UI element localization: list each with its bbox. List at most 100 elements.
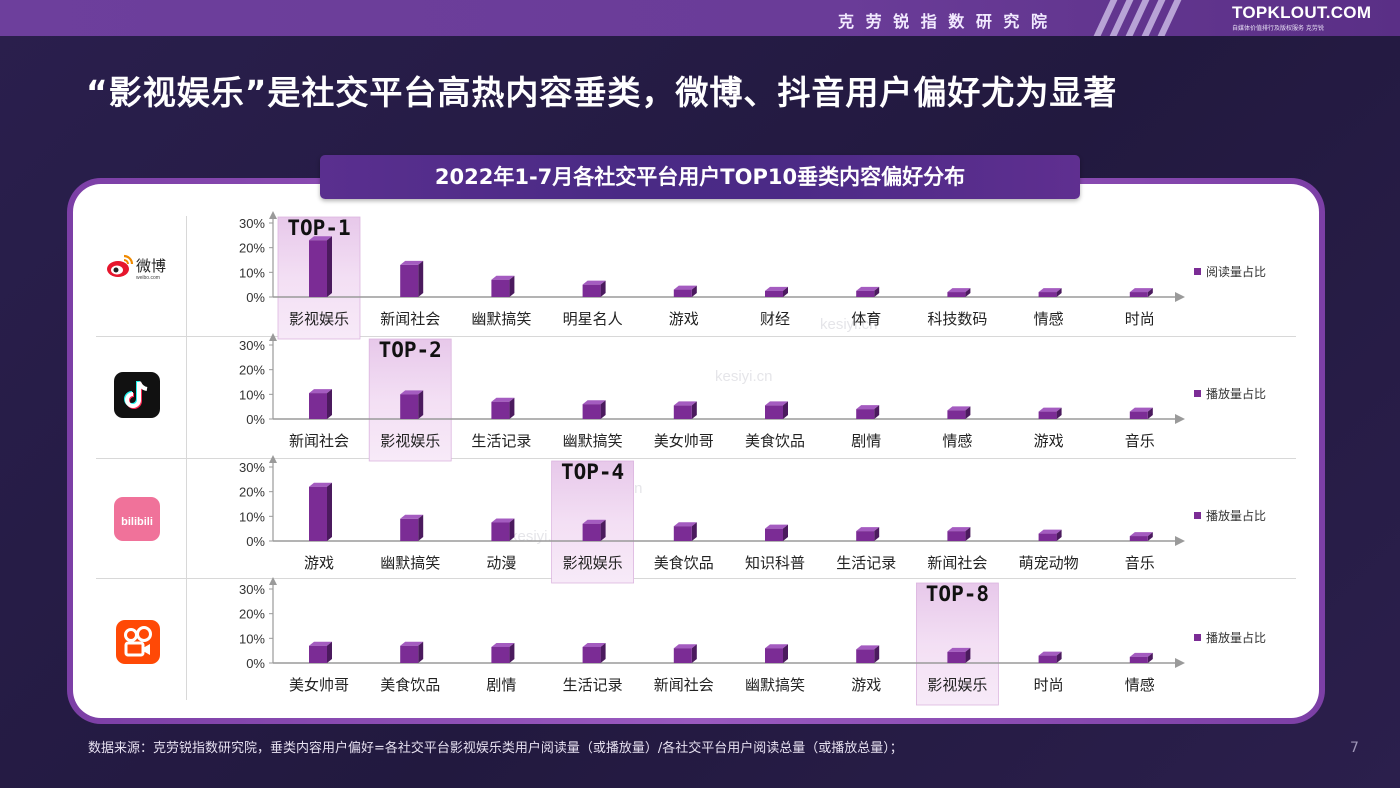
y-axis-arrow [269, 333, 277, 341]
bar-side [1147, 532, 1153, 541]
category-label: 音乐 [1125, 554, 1155, 572]
bar-top [309, 389, 332, 394]
bar-side [874, 645, 880, 663]
category-label: 影视娱乐 [563, 554, 623, 572]
bar [491, 646, 510, 663]
bar-top [400, 260, 424, 265]
category-label: 美女帅哥 [654, 432, 714, 450]
category-label: 科技数码 [927, 310, 987, 328]
highlight-box [916, 582, 999, 706]
bar-side [783, 286, 788, 297]
category-label: 幽默搞笑 [471, 310, 531, 328]
category-label: 情感 [942, 432, 972, 450]
bar [673, 405, 692, 419]
bar-top [400, 390, 424, 395]
brand-name: 克 劳 锐 指 数 研 究 院 [838, 12, 1050, 31]
y-axis-arrow [269, 211, 277, 219]
logo-subtext: 自媒体价值排行及版权服务 克劳锐 [1232, 25, 1324, 32]
bar [309, 486, 327, 541]
top-rank-label: TOP-1 [287, 216, 350, 240]
bar [400, 264, 419, 297]
category-label: 生活记录 [471, 432, 531, 450]
bar-top [765, 524, 788, 529]
bar-top [947, 406, 971, 411]
bar-side [418, 641, 424, 663]
watermark: kesiyi.cn [820, 316, 878, 333]
bar [673, 289, 692, 297]
y-tick-label: 0% [246, 534, 265, 549]
legend-swatch [1194, 634, 1201, 641]
bar [582, 404, 601, 419]
category-label: 剧情 [486, 676, 516, 694]
chart-title: 2022年1-7月各社交平台用户TOP10垂类内容偏好分布 [320, 155, 1080, 199]
bar [491, 279, 510, 297]
bar-side [874, 527, 880, 541]
bar-side [418, 514, 424, 541]
legend-label: 播放量占比 [1206, 630, 1266, 645]
category-label: 新闻社会 [927, 554, 987, 572]
bar-top [1038, 529, 1062, 534]
category-label: 生活记录 [836, 554, 896, 572]
bar [673, 526, 692, 541]
category-label: 游戏 [304, 554, 334, 572]
bar-side [327, 641, 332, 663]
category-label: 影视娱乐 [380, 432, 440, 450]
bar-top [582, 280, 606, 285]
legend-swatch [1194, 390, 1201, 397]
category-label: 影视娱乐 [289, 310, 349, 328]
y-tick-label: 30% [239, 460, 265, 475]
y-tick-label: 20% [239, 607, 265, 622]
bar-side [691, 522, 697, 541]
bar-top [400, 641, 424, 646]
y-tick-label: 20% [239, 241, 265, 256]
bar [765, 290, 783, 297]
legend-label: 阅读量占比 [1206, 264, 1266, 279]
bar-side [509, 397, 515, 419]
bar [582, 646, 601, 663]
y-tick-label: 10% [239, 631, 265, 646]
legend-label: 播放量占比 [1206, 386, 1266, 401]
bar-side [600, 642, 606, 663]
bar-side [509, 275, 515, 297]
logo-text: TOPKLOUT.COM [1232, 3, 1372, 22]
category-label: 情感 [1125, 676, 1155, 694]
top-rank-label: TOP-4 [561, 460, 624, 484]
bar-top [1038, 651, 1062, 656]
category-label: 影视娱乐 [927, 676, 987, 694]
bar-top [1038, 288, 1062, 293]
bar [947, 651, 966, 663]
page-headline: “影视娱乐”是社交平台高热内容垂类，微博、抖音用户偏好尤为显著 [86, 73, 1118, 112]
bar-top [582, 400, 606, 405]
bar [1038, 655, 1057, 663]
bar-top [856, 645, 880, 650]
bar-side [327, 482, 332, 541]
bar-side [327, 389, 332, 419]
bar-top [582, 519, 606, 524]
bar-side [1147, 288, 1153, 297]
bar-side [691, 644, 697, 663]
weibo-domain: weibo.com [136, 275, 160, 281]
bar [400, 394, 419, 419]
category-label: 新闻社会 [380, 310, 440, 328]
y-tick-label: 30% [239, 216, 265, 231]
bar-side [783, 524, 788, 541]
bar-side [965, 288, 971, 297]
bar-side [1056, 651, 1062, 663]
bar-side [1056, 529, 1062, 541]
bar-side [509, 642, 515, 663]
bar-top [309, 236, 332, 241]
bar [947, 292, 966, 297]
bar-top [856, 286, 880, 291]
bar-side [783, 401, 788, 419]
bar [673, 648, 692, 663]
bar [856, 409, 875, 419]
weibo-logo-icon: 微博 weibo.com [104, 252, 176, 282]
bar-top [765, 286, 788, 291]
category-label: 新闻社会 [289, 432, 349, 450]
weibo-name: 微博 [136, 257, 166, 275]
legend-swatch [1194, 268, 1201, 275]
y-tick-label: 30% [239, 582, 265, 597]
y-tick-label: 20% [239, 363, 265, 378]
bar [400, 645, 419, 663]
